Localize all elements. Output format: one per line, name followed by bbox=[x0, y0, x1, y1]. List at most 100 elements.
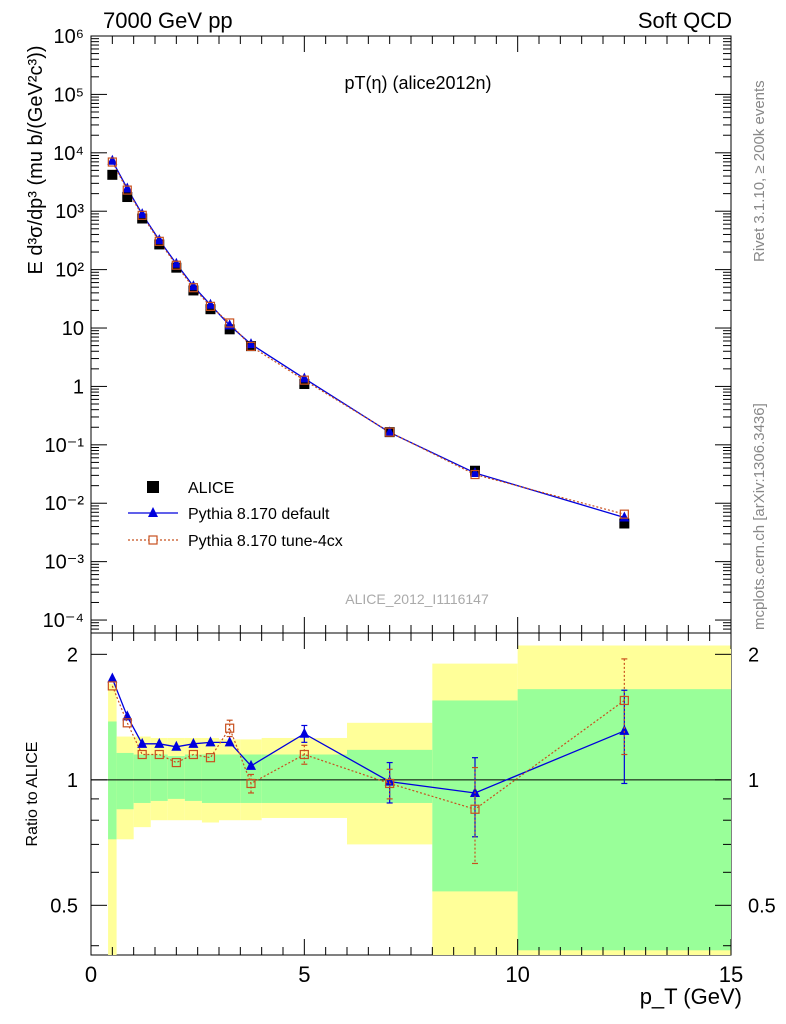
x-tick-label: 15 bbox=[719, 962, 743, 987]
header-left: 7000 GeV pp bbox=[103, 8, 233, 33]
x-tick-label: 5 bbox=[298, 962, 310, 987]
data-point-def bbox=[107, 154, 118, 165]
band-inner bbox=[150, 754, 168, 801]
data-point-def bbox=[384, 426, 395, 437]
data-point-cx bbox=[299, 375, 309, 385]
data-point-def bbox=[619, 511, 630, 522]
top-y-tick-label: 10⁻⁴ bbox=[43, 610, 84, 632]
ratio-point-def bbox=[137, 737, 148, 748]
band-inner bbox=[219, 754, 241, 803]
ratio-point-def bbox=[122, 710, 133, 721]
legend-label-data: ALICE bbox=[188, 480, 234, 497]
band-inner bbox=[133, 754, 151, 803]
top-marks bbox=[107, 154, 630, 529]
top-y-tick-label: 10⁴ bbox=[53, 143, 84, 165]
data-point-cx bbox=[188, 283, 198, 293]
band-inner bbox=[108, 721, 117, 840]
top-y-tick-label: 10⁻¹ bbox=[45, 435, 85, 457]
data-point-cx bbox=[122, 185, 132, 195]
legend-marker-def bbox=[148, 507, 158, 517]
ratio-point-cx bbox=[619, 695, 629, 706]
ratio-point-cx bbox=[122, 718, 132, 728]
data-point-cx bbox=[137, 210, 147, 220]
ratio-point-cx bbox=[470, 804, 480, 814]
ratio-point-cx bbox=[188, 749, 198, 760]
data-point-def bbox=[470, 466, 480, 477]
top-y-tick-label: 10⁻² bbox=[45, 493, 85, 515]
legend-label-def: Pythia 8.170 default bbox=[188, 506, 330, 523]
legend-marker-alice bbox=[147, 481, 159, 493]
ratio-point-cx bbox=[246, 778, 256, 789]
ratio-point-def bbox=[107, 672, 118, 683]
data-point-alice bbox=[188, 285, 199, 296]
ratio-point-def bbox=[205, 736, 216, 747]
data-point-cx bbox=[171, 260, 181, 270]
ratio-y-tick-label-right: 0.5 bbox=[748, 895, 776, 917]
top-y-tick-label: 10² bbox=[55, 260, 84, 282]
legend: ALICE Pythia 8.170 default Pythia 8.170 tu… bbox=[128, 480, 343, 550]
data-point-alice bbox=[154, 239, 165, 250]
data-point-alice bbox=[122, 192, 133, 203]
data-point-cx bbox=[246, 341, 256, 351]
x-tick-label: 0 bbox=[85, 962, 97, 987]
top-y-tick-label: 10⁵ bbox=[53, 84, 84, 106]
top-panel-frame bbox=[90, 35, 732, 634]
legend-label-cx: Pythia 8.170 tune-4cx bbox=[188, 533, 343, 550]
ratio-point-cx bbox=[154, 749, 164, 760]
ratio-point-def bbox=[154, 737, 165, 748]
ratio-point-cx bbox=[205, 753, 216, 763]
ratio-y-tick-label-left: 1 bbox=[67, 770, 78, 792]
ratio-point-cx bbox=[385, 778, 395, 789]
data-point-def bbox=[299, 372, 310, 383]
data-point-def bbox=[137, 208, 148, 219]
ratio-point-cx bbox=[107, 681, 117, 691]
mcplots-credit: mcplots.cern.ch [arXiv:1306.3436] bbox=[751, 403, 768, 630]
band-inner bbox=[167, 756, 185, 799]
band-inner bbox=[201, 754, 219, 803]
top-y-tick-label: 10⁻³ bbox=[45, 552, 85, 574]
ratio-y-axis-label: Ratio to ALICE bbox=[24, 742, 41, 847]
x-axis-label: p_T (GeV) bbox=[640, 984, 742, 1009]
data-point-cx bbox=[619, 509, 629, 519]
ratio-point-def bbox=[188, 737, 199, 748]
data-point-alice bbox=[619, 518, 630, 529]
plot-title: pT(η) (alice2012n) bbox=[344, 73, 491, 93]
top-line-def bbox=[111, 160, 625, 519]
ratio-point-cx bbox=[299, 749, 309, 760]
top-y-axis-label: E d³σ/dp³ (mu b/(GeV²c³)) bbox=[25, 45, 47, 274]
data-point-cx bbox=[470, 469, 480, 480]
data-point-alice bbox=[107, 169, 118, 180]
top-y-tick-label: 10 bbox=[62, 318, 84, 340]
top-y-tick-label: 10³ bbox=[55, 201, 84, 223]
data-point-def bbox=[154, 234, 165, 245]
ratio-y-tick-label-left: 0.5 bbox=[50, 895, 78, 917]
ratio-point-def bbox=[171, 740, 182, 751]
ratio-point-cx bbox=[171, 757, 181, 768]
band-inner bbox=[116, 752, 134, 810]
ratio-y-tick-label-right: 2 bbox=[748, 644, 759, 666]
data-point-cx bbox=[107, 157, 117, 167]
rivet-version: Rivet 3.1.10, ≥ 200k events bbox=[751, 80, 768, 262]
top-y-tick-label: 1 bbox=[73, 376, 84, 398]
analysis-id: ALICE_2012_I1116147 bbox=[345, 591, 489, 607]
ratio-marks bbox=[107, 658, 630, 865]
ratio-y-tick-label-right: 1 bbox=[748, 770, 759, 792]
band-inner bbox=[184, 754, 202, 801]
ratio-y-tick-label-left: 2 bbox=[67, 644, 78, 666]
ratio-point-def bbox=[246, 759, 256, 770]
data-point-cx bbox=[154, 236, 164, 246]
data-point-alice bbox=[137, 213, 148, 224]
data-point-def bbox=[188, 280, 199, 291]
header-right: Soft QCD bbox=[638, 8, 732, 33]
data-point-def bbox=[205, 298, 216, 309]
top-line-cx bbox=[111, 161, 625, 515]
ratio-point-cx bbox=[225, 723, 235, 733]
ratio-point-def bbox=[224, 736, 235, 747]
legend-marker-cx bbox=[148, 535, 158, 545]
top-y-tick-label: 10⁶ bbox=[54, 26, 84, 48]
axis-ticks: 0 5 10 15 10⁻⁴ 10⁻³ 10⁻² 10⁻¹ 1 10 10² 10³ 10⁴ 10⁵ 10⁶… bbox=[43, 26, 776, 987]
data-point-def bbox=[246, 338, 256, 349]
data-point-cx bbox=[385, 427, 395, 437]
ratio-point-def bbox=[299, 727, 310, 738]
